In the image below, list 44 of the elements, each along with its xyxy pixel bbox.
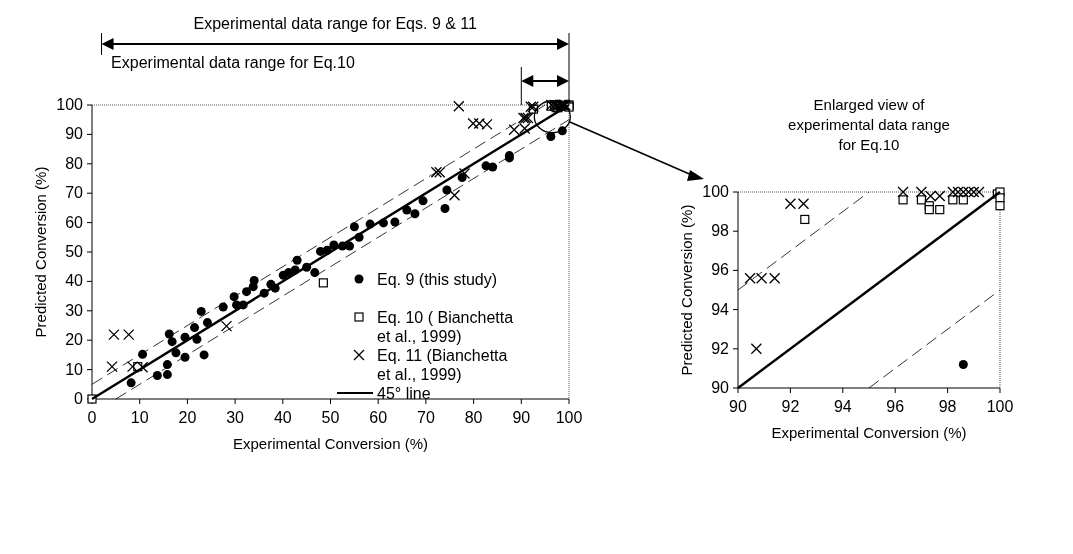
chart-title: Enlarged view of experimental data range for Eq.10 [788, 96, 950, 153]
x-tick-label: 90 [729, 398, 747, 415]
y-tick-label: 100 [56, 96, 84, 113]
x-tick-label: 96 [886, 398, 905, 415]
x-tick-label: 80 [464, 409, 483, 426]
x-tick-label: 94 [833, 398, 852, 415]
x-tick-label: 0 [87, 409, 97, 426]
y-axis-title: Predicted Conversion (%) [32, 166, 49, 338]
y-tick-label: 10 [65, 360, 84, 378]
legend-label: Eq. 9 (this study) [377, 271, 498, 288]
y-tick-label: 40 [65, 272, 84, 290]
x-axis-title: Experimental Conversion (%) [232, 435, 429, 452]
x-tick-label: 50 [321, 409, 340, 426]
x-tick-label: 20 [178, 409, 197, 426]
x-tick-label: 60 [369, 409, 388, 426]
legend-label: Eq. 10 ( Bianchetta et al., 1999) [377, 309, 514, 345]
legend-label: 45° line [377, 385, 431, 402]
y-axis-title: Predicted Conversion (%) [678, 204, 695, 376]
y-tick-label: 90 [711, 379, 730, 396]
x-tick-label: 30 [226, 409, 245, 426]
x-tick-label: 90 [512, 409, 531, 426]
x-tick-label: 92 [781, 398, 800, 415]
y-tick-label: 50 [65, 243, 84, 260]
y-tick-label: 90 [65, 125, 84, 143]
y-tick-label: 92 [711, 339, 730, 357]
x-tick-label: 100 [986, 398, 1014, 415]
x-tick-label: 100 [555, 409, 583, 426]
x-tick-label: 70 [417, 409, 435, 426]
x-tick-label: 98 [938, 398, 957, 415]
x-tick-label: 10 [130, 409, 149, 426]
y-tick-label: 70 [65, 184, 84, 202]
y-tick-label: 94 [711, 300, 730, 318]
legend-label: Eq. 11 (Bianchetta et al., 1999) [377, 347, 508, 383]
y-tick-label: 60 [65, 213, 84, 231]
text: Experimental data range for Eq.10 [111, 54, 355, 71]
y-tick-label: 96 [711, 261, 730, 279]
y-tick-label: 30 [65, 301, 84, 319]
text: Experimental data range for Eqs. 9 & 11 [193, 15, 478, 32]
x-axis-title: Experimental Conversion (%) [771, 424, 967, 441]
y-tick-label: 80 [65, 154, 84, 172]
y-tick-label: 98 [711, 222, 730, 240]
y-tick-label: 20 [65, 331, 84, 349]
x-tick-label: 40 [273, 409, 292, 426]
y-tick-label: 100 [702, 183, 730, 200]
